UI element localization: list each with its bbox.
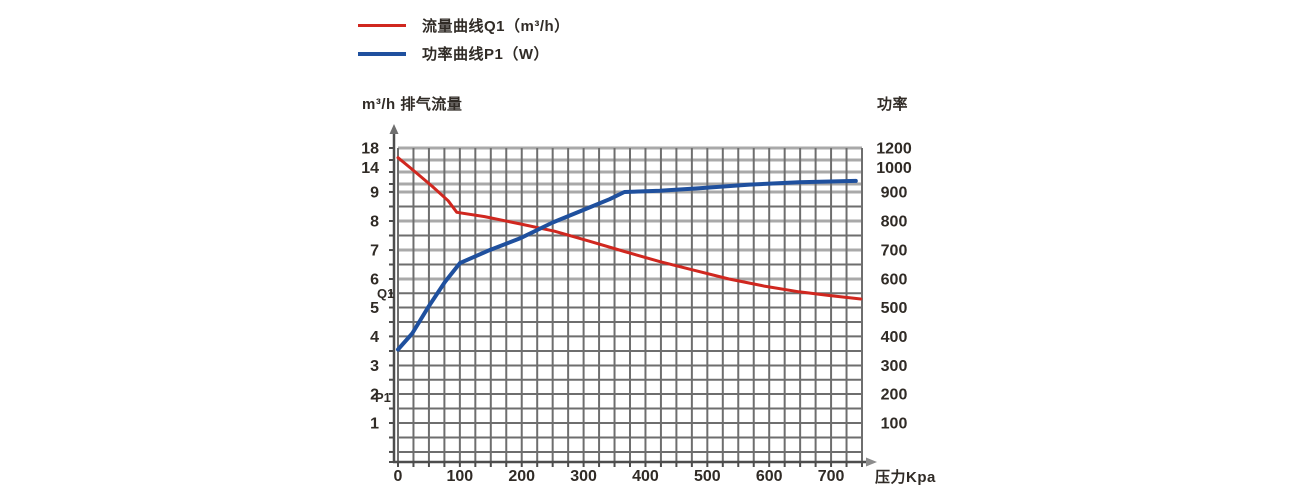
left-axis-tick-label: 1 [370,416,379,433]
curve-q1 [396,156,863,301]
x-axis-tick-label: 100 [447,468,474,485]
x-axis-title: 压力Kpa [875,469,936,486]
right-axis-tick-label: 500 [881,300,908,317]
curve-p1 [396,178,858,352]
curve-tag-p1: P1 [375,390,391,405]
legend-item-p1: 功率曲线P1（W） [358,43,549,64]
x-axis-tick-label: 400 [632,468,659,485]
curve-tag-q1: Q1 [377,286,395,301]
right-axis-tick-label: 300 [881,358,908,375]
right-axis-tick-label: 600 [881,272,908,289]
right-axis-tick-label: 1200 [876,141,912,158]
legend-label-p1: 功率曲线P1（W） [422,46,550,63]
legend-label-q1: 流量曲线Q1（m³/h） [422,18,570,35]
grid [397,146,863,463]
right-axis-tick-label: 800 [881,214,908,231]
right-axis-tick-label: 200 [881,386,908,403]
right-axis-tick-label: 100 [881,416,908,433]
right-axis-tick-label: 1000 [876,160,912,177]
left-axis-tick-label: 6 [370,272,379,289]
left-axis-tick-label: 14 [361,160,379,177]
legend-line-q1 [358,24,406,27]
legend-line-p1 [358,51,406,56]
axes [389,124,877,467]
left-axis-tick-label: 7 [370,243,379,260]
y-axis-arrow-icon [389,124,399,134]
left-axis-tick-label: 18 [361,141,379,158]
left-axis-title: m³/h 排气流量 [362,96,463,113]
x-axis-tick-label: 500 [694,468,721,485]
left-axis-tick-label: 9 [370,184,379,201]
left-axis-tick-label: 5 [370,300,379,317]
x-axis-tick-label: 300 [570,468,597,485]
right-axis-tick-label: 900 [881,184,908,201]
x-axis-arrow-icon [866,457,877,467]
x-axis-tick-label: 700 [818,468,845,485]
right-axis-tick-label: 400 [881,329,908,346]
legend-item-q1: 流量曲线Q1（m³/h） [358,15,570,36]
right-axis-title: 功率 [877,96,909,113]
tick-labels: 1814987654321120010009008007006005004003… [361,141,912,486]
x-axis-tick-label: 200 [508,468,535,485]
x-axis-tick-label: 600 [756,468,783,485]
right-axis-tick-label: 700 [881,243,908,260]
left-axis-tick-label: 2 [370,386,379,403]
left-axis-tick-label: 3 [370,358,379,375]
left-axis-tick-label: 8 [370,214,379,231]
x-axis-tick-label: 0 [394,468,403,485]
left-axis-tick-label: 4 [370,329,379,346]
